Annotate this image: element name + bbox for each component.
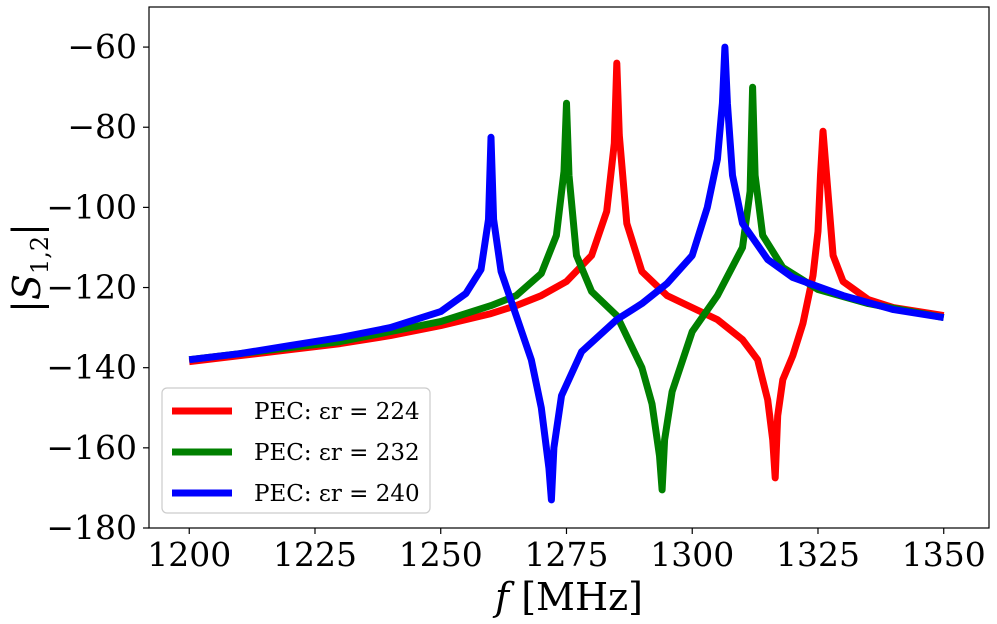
legend-box (161, 387, 431, 514)
x-tick-label: 1350 (902, 535, 986, 574)
legend-label-2: PEC: εr = 232 (254, 440, 420, 466)
x-tick-label: 1325 (776, 535, 860, 574)
legend-label-1: PEC: εr = 224 (254, 399, 420, 425)
legend-label-3: PEC: εr = 240 (254, 481, 420, 507)
y-axis-label: |S1,2| (5, 223, 54, 313)
x-tick-label: 1225 (273, 535, 357, 574)
y-tick-label: −80 (67, 107, 137, 146)
series-layer (188, 43, 945, 504)
y-tick-label: −120 (46, 268, 137, 307)
series-line-3 (188, 43, 945, 504)
x-axis-label: f [MHz] (492, 575, 643, 619)
series-line-2 (188, 83, 945, 494)
x-axis: 1200 1225 1250 1275 1300 1325 1350 (147, 528, 986, 574)
legend: PEC: εr = 224 PEC: εr = 232 PEC: εr = 240 (161, 387, 431, 514)
y-tick-label: −60 (67, 27, 137, 66)
x-tick-label: 1200 (147, 535, 231, 574)
series-line-1 (188, 59, 945, 482)
y-tick-label: −100 (46, 187, 137, 226)
x-tick-label: 1300 (650, 535, 734, 574)
y-tick-label: −140 (46, 348, 137, 387)
svg-text:|S1,2|: |S1,2| (5, 223, 54, 313)
y-tick-label: −180 (46, 508, 137, 547)
y-axis: −180 −160 −140 −120 −100 −80 −60 (46, 27, 149, 547)
x-tick-label: 1250 (399, 535, 483, 574)
y-tick-label: −160 (46, 428, 137, 467)
x-tick-label: 1275 (524, 535, 608, 574)
